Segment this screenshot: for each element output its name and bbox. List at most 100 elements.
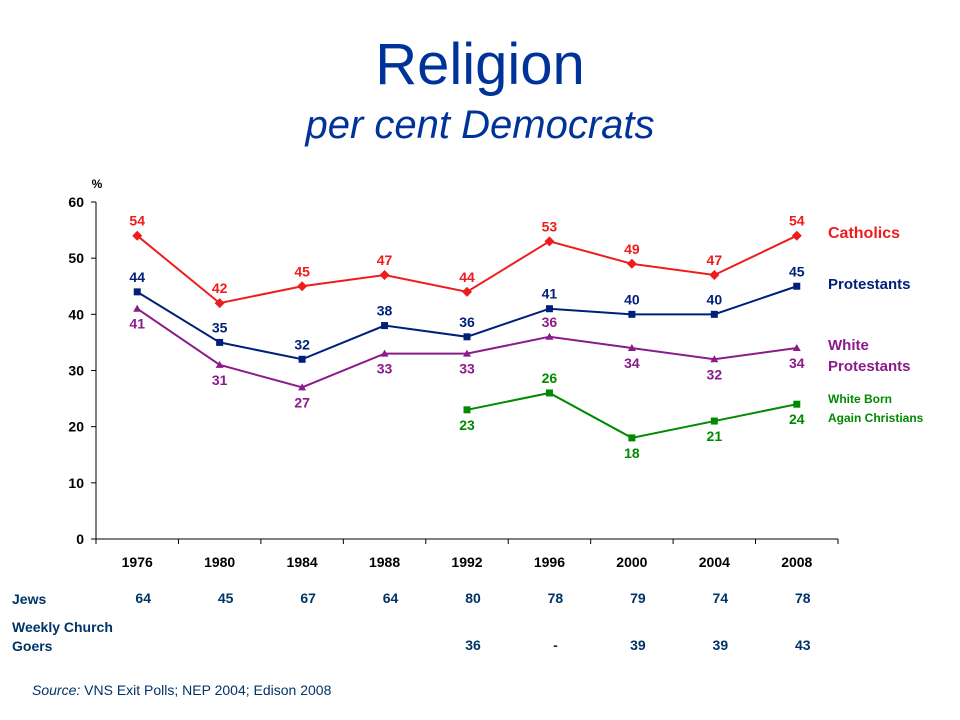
jews-value: 67 xyxy=(300,590,316,606)
y-tick-label: 40 xyxy=(68,306,84,322)
jews-row-label: Jews xyxy=(12,591,47,607)
y-tick-label: 30 xyxy=(68,363,84,379)
protestants-marker xyxy=(710,310,718,318)
white-protestants-marker xyxy=(463,349,471,357)
catholics-marker xyxy=(132,230,143,241)
white-protestants-marker xyxy=(710,355,719,363)
white-protestants-data-label: 41 xyxy=(129,316,145,332)
white-protestants-data-label: 33 xyxy=(377,361,393,377)
white-protestants-marker xyxy=(298,383,307,391)
y-tick-label: 0 xyxy=(76,531,84,547)
source-note: Source: VNS Exit Polls; NEP 2004; Edison… xyxy=(32,682,331,698)
catholics-marker xyxy=(544,236,555,247)
protestants-data-label: 35 xyxy=(212,319,228,335)
x-tick-label: 2008 xyxy=(781,554,812,570)
white-protestants-data-label: 31 xyxy=(212,372,228,388)
x-tick-label: 2004 xyxy=(699,554,730,570)
protestants-marker xyxy=(298,355,306,363)
chart-subtitle: per cent Democrats xyxy=(305,103,655,147)
protestants-marker xyxy=(793,282,801,290)
legend-white-protestants-line2: Protestants xyxy=(828,358,911,375)
x-tick-label: 1980 xyxy=(204,554,235,570)
jews-value: 74 xyxy=(712,590,729,606)
catholics-data-label: 47 xyxy=(377,252,393,268)
catholics-data-label: 54 xyxy=(129,213,145,229)
x-tick-label: 2000 xyxy=(616,554,647,570)
x-tick-label: 1988 xyxy=(369,554,400,570)
jews-value: 79 xyxy=(630,590,646,606)
source-label: Source: xyxy=(32,682,81,698)
church-goers-value: - xyxy=(553,637,558,653)
jews-value: 78 xyxy=(547,590,564,606)
catholics-data-label: 49 xyxy=(624,241,640,257)
protestants-marker xyxy=(463,333,471,341)
protestants-data-label: 32 xyxy=(294,336,310,352)
legend-white-protestants-line1: White xyxy=(828,337,869,354)
white-protestants-data-label: 32 xyxy=(707,366,723,382)
white-protestants-marker xyxy=(133,304,142,312)
white-protestants-marker xyxy=(792,344,801,352)
catholics-marker xyxy=(214,298,225,309)
jews-value: 64 xyxy=(382,590,399,606)
protestants-data-label: 44 xyxy=(129,269,145,285)
jews-value: 64 xyxy=(135,590,152,606)
white-protestants-data-label: 27 xyxy=(294,394,310,410)
protestants-data-label: 41 xyxy=(542,286,558,302)
protestants-data-label: 45 xyxy=(789,263,805,279)
white-born-again-christians-marker xyxy=(463,406,471,414)
catholics-marker xyxy=(626,258,637,269)
catholics-data-label: 45 xyxy=(294,263,310,279)
white-protestants-data-label: 34 xyxy=(789,355,805,371)
x-tick-label: 1976 xyxy=(122,554,153,570)
x-tick-label: 1984 xyxy=(287,554,318,570)
protestants-data-label: 40 xyxy=(624,291,640,307)
protestants-data-label: 36 xyxy=(459,314,475,330)
x-tick-label: 1996 xyxy=(534,554,565,570)
white-protestants-marker xyxy=(380,349,389,357)
white-protestants-data-label: 36 xyxy=(542,314,558,330)
white-born-again-christians-line xyxy=(466,391,797,439)
legend-born-again-line1: White Born xyxy=(828,392,892,406)
white-born-again-christians-marker xyxy=(710,417,718,425)
church-row-label-line2: Goers xyxy=(12,638,53,654)
white-born-again-christians-data-label: 23 xyxy=(459,417,475,433)
catholics-data-label: 42 xyxy=(212,280,228,296)
chart-title: Religion xyxy=(375,32,585,97)
catholics-marker xyxy=(709,270,720,281)
white-born-again-christians-data-label: 18 xyxy=(624,445,640,461)
white-protestants-marker xyxy=(545,332,554,340)
legend-protestants: Protestants xyxy=(828,276,911,293)
church-goers-value: 39 xyxy=(630,637,646,653)
y-axis-label: % xyxy=(92,177,103,191)
catholics-data-label: 47 xyxy=(707,252,723,268)
y-tick-label: 50 xyxy=(68,250,84,266)
white-protestants-marker xyxy=(627,344,636,352)
white-born-again-christians-data-label: 26 xyxy=(542,370,558,386)
white-protestants-data-label: 33 xyxy=(459,361,475,377)
white-protestants-data-label: 34 xyxy=(624,355,640,371)
white-protestants-marker xyxy=(215,360,224,368)
white-born-again-christians-data-label: 21 xyxy=(707,428,723,444)
protestants-marker xyxy=(133,288,141,296)
jews-value: 78 xyxy=(794,590,811,606)
protestants-marker xyxy=(545,305,553,313)
protestants-data-label: 38 xyxy=(377,303,393,319)
church-goers-value: 39 xyxy=(712,637,729,653)
legend-catholics: Catholics xyxy=(828,225,900,242)
protestants-marker xyxy=(381,322,389,330)
catholics-marker xyxy=(379,270,390,281)
white-born-again-christians-marker xyxy=(545,389,553,397)
protestants-data-label: 40 xyxy=(707,291,723,307)
y-tick-label: 20 xyxy=(68,419,84,435)
catholics-marker xyxy=(791,230,802,241)
y-tick-label: 60 xyxy=(68,194,84,210)
jews-value: 45 xyxy=(217,590,234,606)
catholics-data-label: 44 xyxy=(459,269,475,285)
catholics-marker xyxy=(462,286,472,297)
catholics-data-label: 54 xyxy=(789,213,805,229)
catholics-marker xyxy=(297,281,308,292)
church-goers-value: 36 xyxy=(465,637,481,653)
source-text: VNS Exit Polls; NEP 2004; Edison 2008 xyxy=(80,682,332,698)
church-goers-value: 43 xyxy=(794,637,811,653)
